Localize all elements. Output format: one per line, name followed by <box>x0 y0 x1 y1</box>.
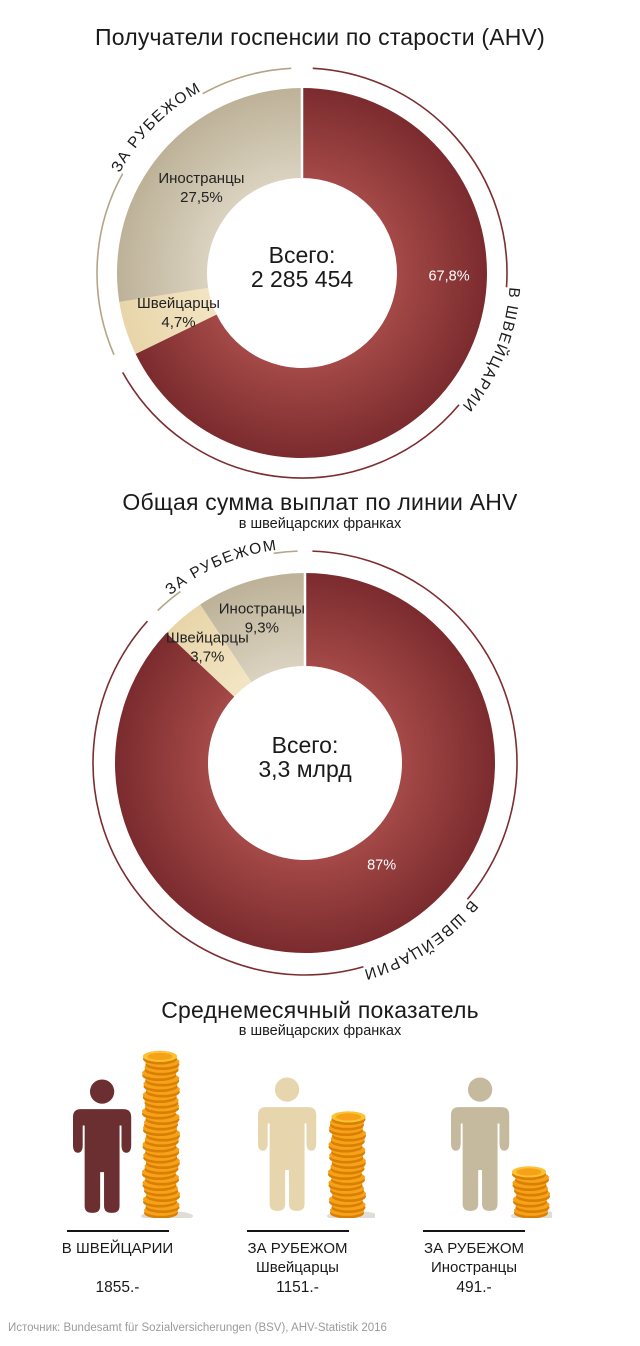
donut-center-label: Всего: 2 285 454 <box>251 242 354 292</box>
segment-label: Иностранцы 27,5% <box>158 170 244 206</box>
outer-arc-domestic <box>312 67 508 288</box>
donut-center-label: Всего: 3,3 млрд <box>258 732 352 782</box>
pictograph-figure <box>73 1050 193 1218</box>
source-note: Источник: Bundesamt für Sozialversicheru… <box>8 1322 387 1334</box>
pictograph-group: ЗА РУБЕЖОМ Швейцарцы 1151.- <box>220 1040 375 1297</box>
baseline-rule <box>66 1230 169 1232</box>
person-icon <box>258 1077 317 1211</box>
pictograph-label: В ШВЕЙЦАРИИ <box>61 1240 174 1257</box>
pictograph-value: 1151.- <box>276 1279 319 1296</box>
baseline-rule <box>423 1230 525 1232</box>
chart3-subtitle: в швейцарских франках <box>238 1023 402 1039</box>
pictograph-label: ЗА РУБЕЖОМ Швейцарцы <box>247 1240 348 1276</box>
chart3-title: Среднемесячный показатель <box>161 997 479 1023</box>
person-icon <box>73 1079 132 1213</box>
segment-label: Швейцарцы 4,7% <box>137 295 220 331</box>
coin-stack <box>327 1111 375 1218</box>
chart2-title: Общая сумма выплат по линии AHV <box>122 489 518 515</box>
segment-label: 67,8% <box>428 269 469 285</box>
pictograph-value: 1855.- <box>95 1279 140 1296</box>
pictograph-figure <box>258 1077 375 1218</box>
person-icon <box>451 1077 510 1211</box>
coin-stack <box>141 1050 193 1218</box>
donut-segment-abroad_swiss <box>166 604 252 697</box>
outer-arc-abroad <box>273 550 298 555</box>
pictograph-group: В ШВЕЙЦАРИИ 1855.- <box>40 1040 195 1297</box>
outer-arc-domestic <box>122 371 460 479</box>
outer-arc-abroad <box>157 590 181 612</box>
pictograph-value: 491.- <box>456 1279 492 1296</box>
outer-arc-domestic <box>92 620 364 976</box>
donut-segment-abroad_swiss <box>119 287 217 354</box>
donut-segment-abroad_foreign <box>116 88 302 302</box>
coin-stack <box>511 1166 552 1218</box>
segment-label: 87% <box>367 858 396 874</box>
pictograph-group: ЗА РУБЕЖОМ Иностранцы 491.- <box>396 1040 552 1297</box>
outer-arc-domestic <box>312 550 518 900</box>
chart1-title: Получатели госпенсии по старости (AHV) <box>95 24 545 50</box>
chart2-subtitle: в швейцарских франках <box>238 516 402 532</box>
donut-segment-abroad_foreign <box>200 573 305 683</box>
donut-chart-recipients: 67,8% Швейцарцы 4,7% Иностранцы 27,5%Всего: 2… <box>96 67 521 479</box>
donut-segment-domestic <box>114 573 496 953</box>
donut-segment-domestic <box>135 88 487 458</box>
segment-label: Швейцарцы 3,7% <box>166 630 249 666</box>
outer-arc-abroad <box>96 173 124 356</box>
baseline-rule <box>246 1230 349 1232</box>
segment-label: Иностранцы 9,3% <box>219 600 305 636</box>
pictograph-figure <box>451 1077 552 1218</box>
donut-chart-payments: 87% Швейцарцы 3,7%Иностранцы 9,3% Всего: 3,3 … <box>92 540 518 983</box>
pictograph-label: ЗА РУБЕЖОМ Иностранцы <box>424 1240 524 1276</box>
outer-arc-abroad <box>202 67 292 95</box>
